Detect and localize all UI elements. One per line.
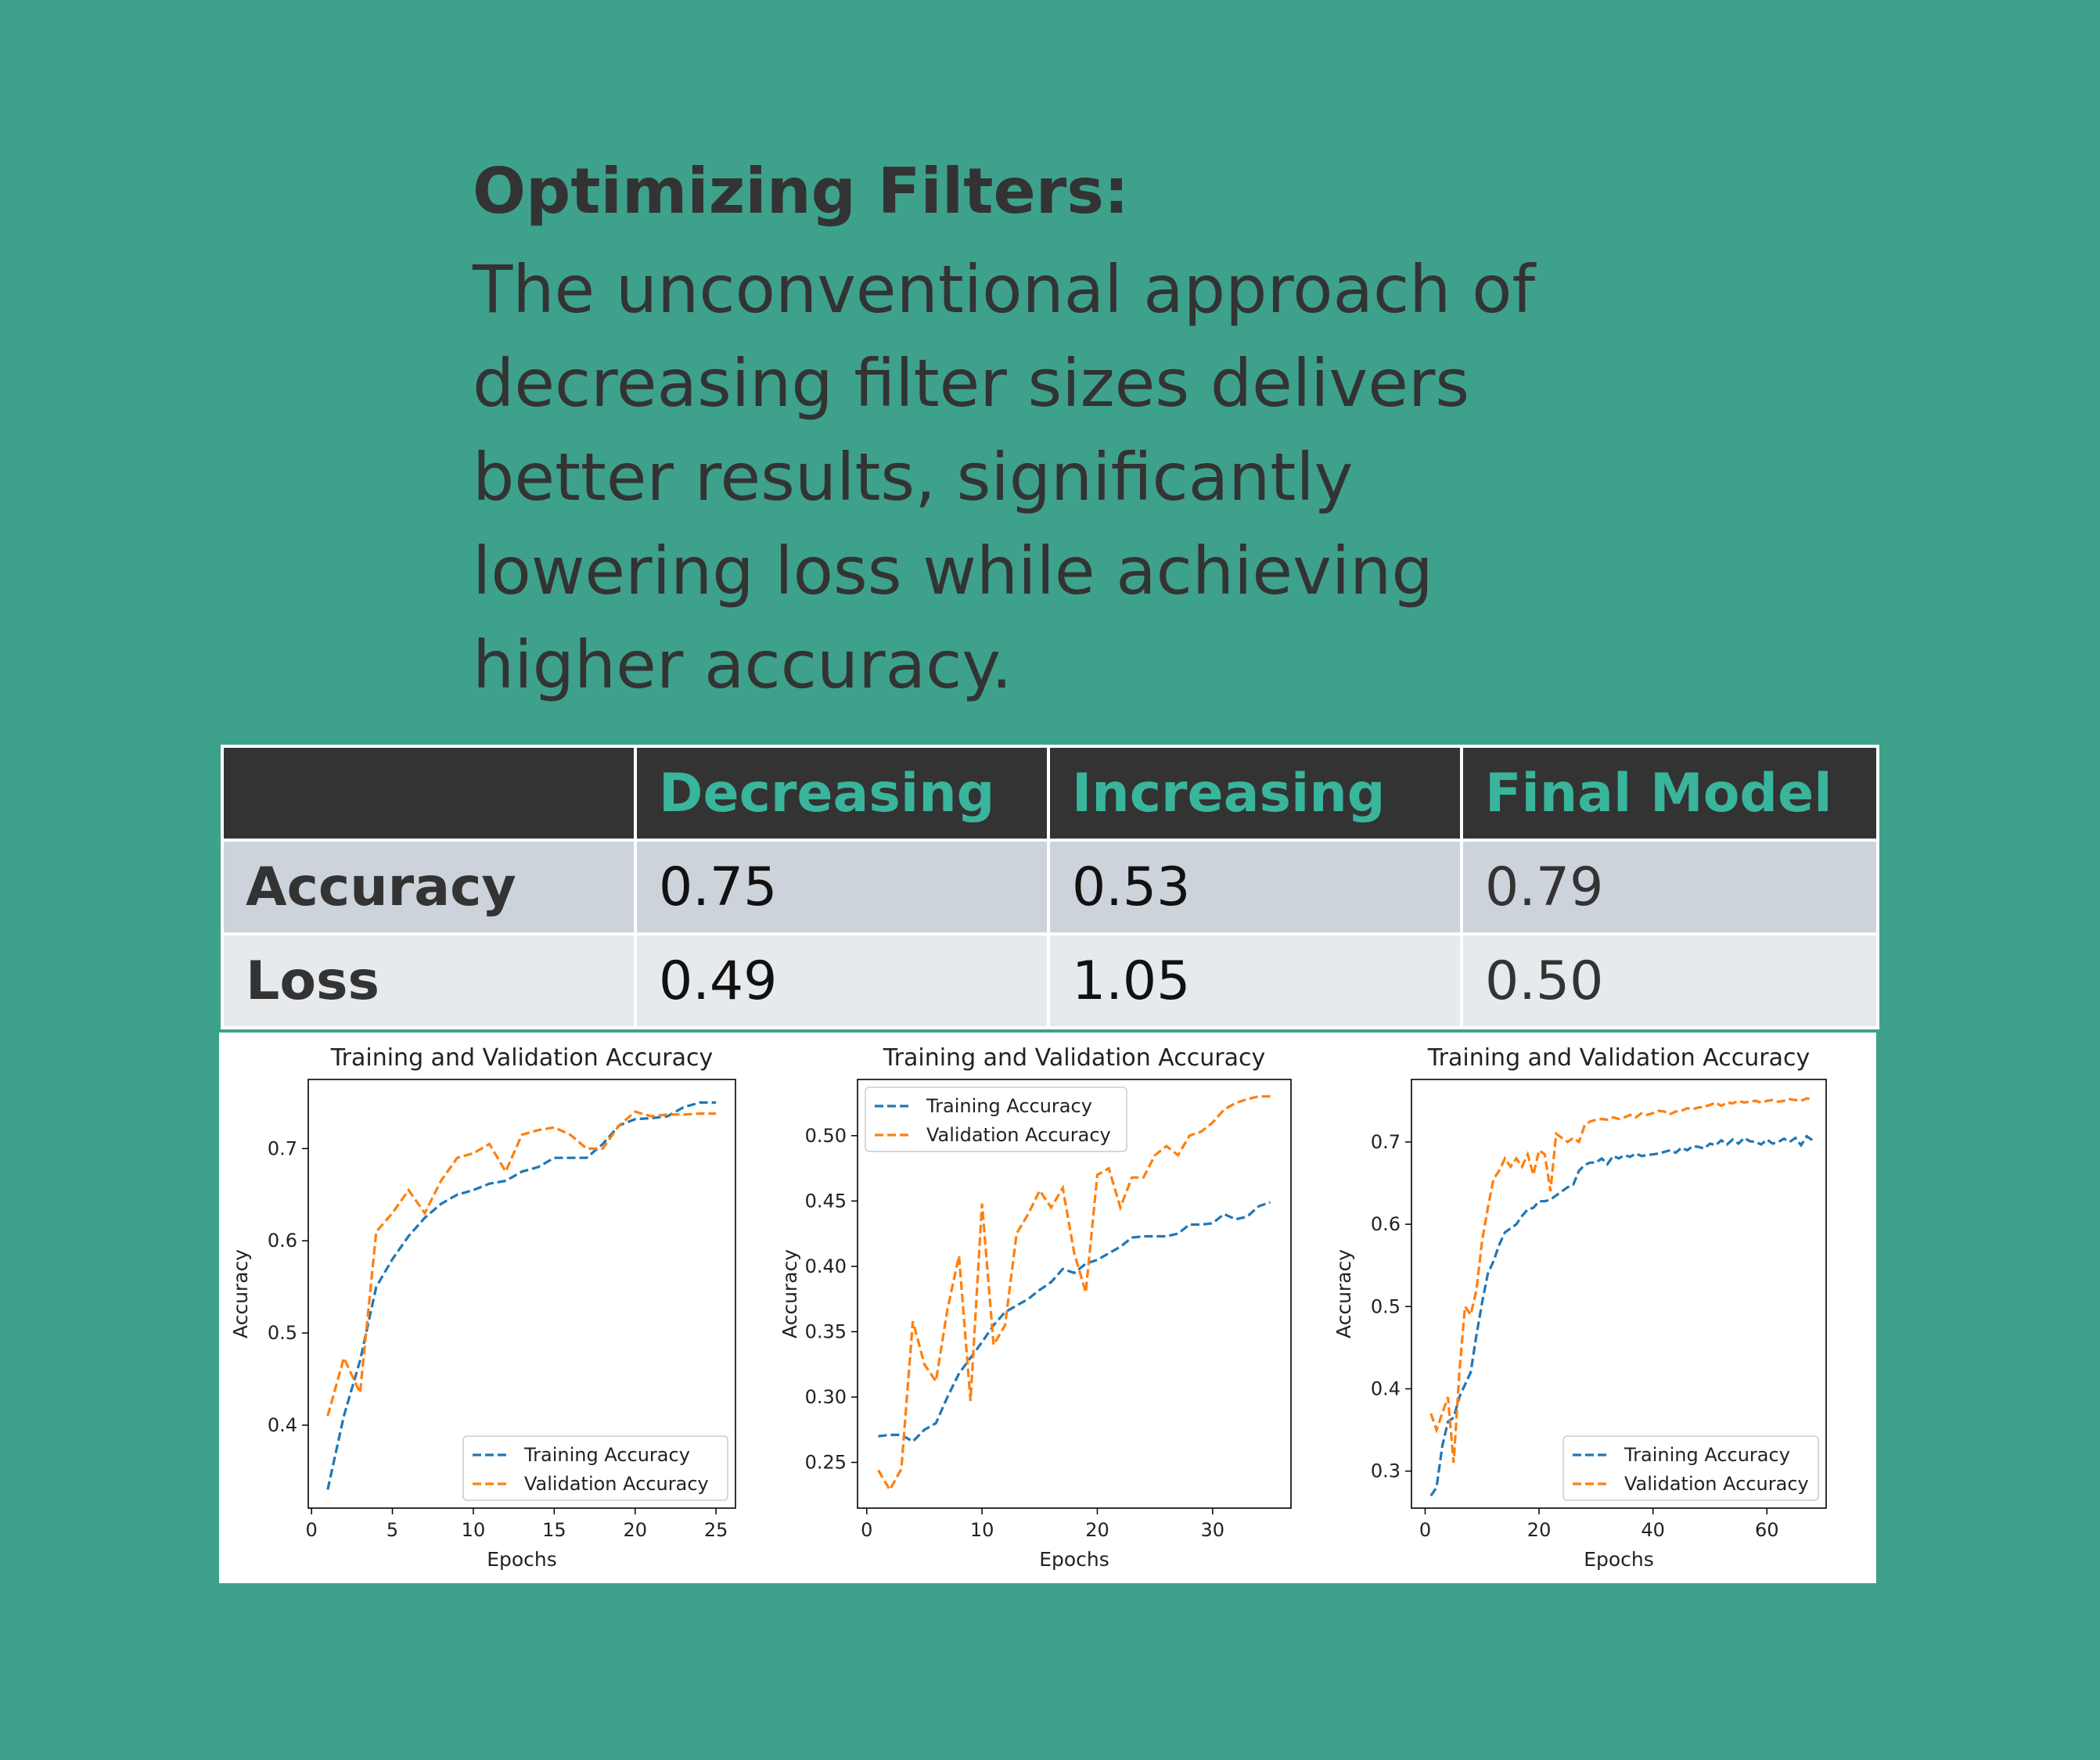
legend-entry: Training Accuracy bbox=[1624, 1444, 1790, 1466]
y-tick-label: 0.35 bbox=[805, 1320, 847, 1342]
charts-panel: Training and Validation Accuracy 0 5 10 15 20… bbox=[219, 1033, 1876, 1583]
table-cell: 0.79 bbox=[1460, 839, 1879, 936]
plot-frame bbox=[857, 1079, 1292, 1509]
validation-accuracy-line bbox=[1429, 1097, 1813, 1464]
y-tick-label: 0.7 bbox=[268, 1137, 297, 1159]
x-tick-label: 20 bbox=[1527, 1519, 1552, 1541]
page-heading: Optimizing Filters: bbox=[473, 155, 1129, 228]
x-tick-label: 5 bbox=[387, 1519, 398, 1541]
x-tick-label: 60 bbox=[1755, 1519, 1779, 1541]
legend-entry: Validation Accuracy bbox=[926, 1124, 1111, 1146]
x-tick-label: 0 bbox=[861, 1519, 872, 1541]
y-tick-label: 0.45 bbox=[805, 1190, 847, 1212]
description-text: The unconventional approach of decreasin… bbox=[473, 251, 1536, 703]
y-axis-label: Accuracy bbox=[1332, 1249, 1355, 1338]
table-header-decreasing: Decreasing bbox=[634, 745, 1050, 842]
x-tick-label: 10 bbox=[970, 1519, 994, 1541]
table-cell: 0.49 bbox=[634, 932, 1050, 1029]
plot-frame bbox=[307, 1079, 736, 1509]
table-cell: 0.75 bbox=[634, 839, 1050, 936]
chart-legend: Training Accuracy Validation Accuracy bbox=[1562, 1435, 1819, 1501]
y-tick-label: 0.30 bbox=[805, 1386, 847, 1408]
training-accuracy-line bbox=[1429, 1134, 1814, 1497]
y-tick-label: 0.3 bbox=[1371, 1460, 1401, 1482]
legend-box bbox=[865, 1087, 1127, 1152]
y-axis-label: Accuracy bbox=[229, 1249, 252, 1338]
chart-title: Training and Validation Accuracy bbox=[883, 1044, 1266, 1072]
accuracy-chart-increasing: Training and Validation Accuracy 0 10 20 30 0… bbox=[779, 1044, 1292, 1571]
x-tick-label: 40 bbox=[1641, 1519, 1665, 1541]
training-accuracy-line bbox=[878, 1201, 1271, 1443]
y-tick-label: 0.5 bbox=[1371, 1295, 1401, 1317]
x-axis-label: Epochs bbox=[1584, 1548, 1654, 1571]
y-tick-label: 0.5 bbox=[268, 1322, 297, 1344]
table-row-accuracy: Accuracy 0.75 0.53 0.79 bbox=[221, 839, 1879, 936]
y-tick-label: 0.4 bbox=[1371, 1377, 1401, 1399]
legend-entry: Training Accuracy bbox=[926, 1095, 1092, 1117]
chart-title: Training and Validation Accuracy bbox=[1427, 1044, 1811, 1072]
chart-title: Training and Validation Accuracy bbox=[330, 1044, 714, 1072]
accuracy-chart-decreasing: Training and Validation Accuracy 0 5 10 15 20… bbox=[229, 1044, 736, 1571]
legend-box bbox=[1562, 1435, 1819, 1501]
results-table: Decreasing Increasing Final Model Accura… bbox=[221, 745, 1879, 1029]
row-label: Loss bbox=[221, 932, 637, 1029]
table-header-increasing: Increasing bbox=[1047, 745, 1463, 842]
legend-entry: Validation Accuracy bbox=[1624, 1473, 1809, 1495]
table-cell: 1.05 bbox=[1047, 932, 1463, 1029]
plot-frame bbox=[1411, 1079, 1827, 1509]
x-tick-label: 20 bbox=[1085, 1519, 1109, 1541]
x-tick-label: 25 bbox=[704, 1519, 728, 1541]
x-tick-label: 20 bbox=[623, 1519, 647, 1541]
row-label: Accuracy bbox=[221, 839, 637, 936]
table-header-final-model: Final Model bbox=[1460, 745, 1879, 842]
legend-entry: Validation Accuracy bbox=[524, 1473, 709, 1495]
chart-legend: Training Accuracy Validation Accuracy bbox=[865, 1087, 1127, 1152]
validation-accuracy-line bbox=[326, 1110, 717, 1417]
table-cell: 0.53 bbox=[1047, 839, 1463, 936]
x-tick-label: 30 bbox=[1201, 1519, 1225, 1541]
y-tick-label: 0.6 bbox=[1371, 1213, 1401, 1235]
x-axis-label: Epochs bbox=[487, 1548, 557, 1571]
accuracy-chart-final-model: Training and Validation Accuracy 0 20 40 60 0… bbox=[1332, 1044, 1827, 1571]
y-tick-label: 0.4 bbox=[268, 1414, 297, 1436]
x-axis-label: Epochs bbox=[1039, 1548, 1109, 1571]
y-tick-label: 0.50 bbox=[805, 1125, 847, 1147]
table-header-cell-empty bbox=[221, 745, 637, 842]
x-tick-label: 0 bbox=[305, 1519, 317, 1541]
y-tick-label: 0.6 bbox=[268, 1230, 297, 1252]
x-tick-label: 0 bbox=[1419, 1519, 1431, 1541]
legend-entry: Training Accuracy bbox=[523, 1444, 690, 1466]
validation-accuracy-line bbox=[877, 1095, 1271, 1492]
training-accuracy-line bbox=[326, 1101, 717, 1490]
y-axis-label: Accuracy bbox=[779, 1249, 801, 1338]
table-row-loss: Loss 0.49 1.05 0.50 bbox=[221, 932, 1879, 1029]
table-cell: 0.50 bbox=[1460, 932, 1879, 1029]
legend-box bbox=[462, 1435, 728, 1501]
x-tick-label: 15 bbox=[542, 1519, 566, 1541]
y-tick-label: 0.7 bbox=[1371, 1131, 1401, 1153]
x-tick-label: 10 bbox=[462, 1519, 486, 1541]
chart-legend: Training Accuracy Validation Accuracy bbox=[462, 1435, 728, 1501]
table-header-row: Decreasing Increasing Final Model bbox=[221, 745, 1879, 842]
y-tick-label: 0.25 bbox=[805, 1452, 847, 1474]
y-tick-label: 0.40 bbox=[805, 1255, 847, 1277]
